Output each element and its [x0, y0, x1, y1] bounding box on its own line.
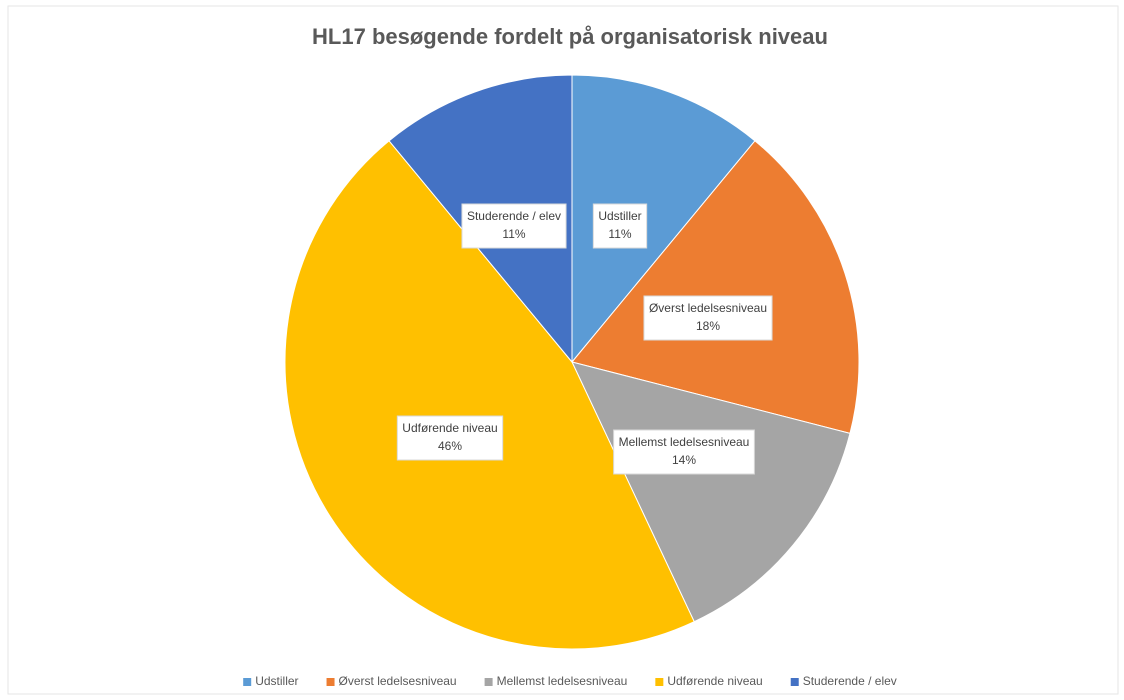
legend-item: Udstiller	[243, 674, 299, 688]
pie	[284, 74, 860, 650]
legend: Udstiller Øverst ledelsesniveau Mellemst l…	[243, 674, 897, 688]
chart-title: HL17 besøgende fordelt på organisatorisk…	[312, 24, 828, 49]
legend-item: Udførende niveau	[655, 674, 763, 688]
legend-item: Studerende / elev	[790, 674, 897, 688]
label-value: 14%	[672, 453, 696, 467]
legend-swatch	[790, 678, 799, 686]
legend-swatch	[243, 678, 252, 686]
label-category: Mellemst ledelsesniveau	[619, 435, 750, 449]
label-category: Udstiller	[598, 209, 641, 223]
data-label: Udførende niveau 46%	[396, 415, 504, 461]
label-value: 11%	[608, 227, 631, 241]
label-category: Udførende niveau	[402, 421, 497, 435]
data-label: Øverst ledelsesniveau 18%	[643, 295, 773, 341]
pie-slice	[571, 361, 851, 623]
legend-item: Mellemst ledelsesniveau	[484, 674, 628, 688]
legend-swatch	[326, 678, 335, 686]
label-value: 11%	[502, 227, 525, 241]
data-labels: Udstiller 11% Øverst ledelsesniveau 18% Mell…	[396, 203, 773, 475]
legend-swatch	[484, 678, 493, 686]
legend-label: Udstiller	[255, 674, 298, 688]
label-category: Studerende / elev	[467, 209, 561, 223]
legend-label: Mellemst ledelsesniveau	[497, 674, 628, 688]
label-box	[643, 295, 773, 341]
label-category: Øverst ledelsesniveau	[649, 301, 767, 315]
pie-slice	[571, 74, 756, 364]
label-box	[396, 415, 504, 461]
legend-label: Øverst ledelsesniveau	[339, 674, 457, 688]
pie-slice	[284, 140, 695, 650]
data-label: Studerende / elev 11%	[461, 203, 567, 249]
data-label: Mellemst ledelsesniveau 14%	[613, 429, 755, 475]
label-value: 46%	[438, 439, 462, 453]
legend-swatch	[655, 678, 664, 686]
pie-slice	[571, 140, 860, 434]
label-box	[592, 203, 648, 249]
legend-label: Udførende niveau	[667, 674, 762, 688]
legend-label: Studerende / elev	[803, 674, 897, 688]
label-value: 18%	[696, 319, 720, 333]
legend-item: Øverst ledelsesniveau	[326, 674, 457, 688]
label-box	[461, 203, 567, 249]
data-label: Udstiller 11%	[592, 203, 648, 249]
label-box	[613, 429, 755, 475]
